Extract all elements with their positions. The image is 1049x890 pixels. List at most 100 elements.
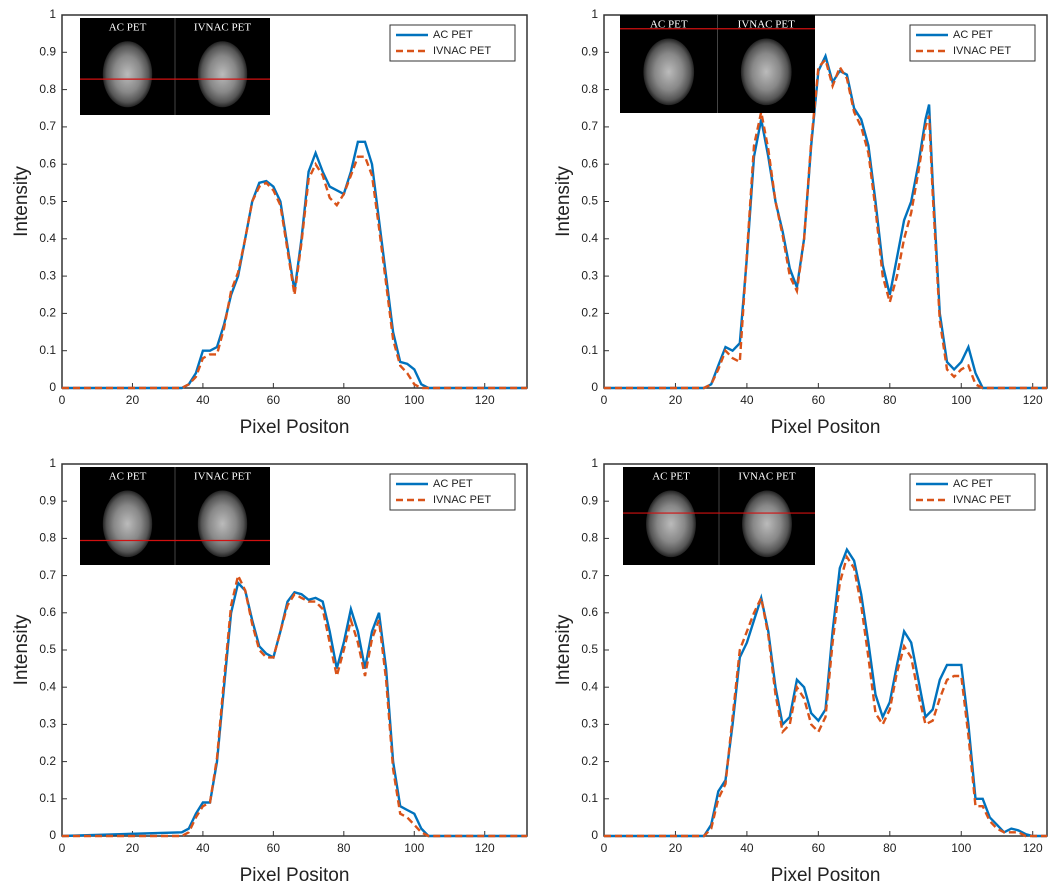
y-tick-label: 0 bbox=[591, 828, 598, 842]
x-tick-label: 100 bbox=[951, 841, 971, 855]
x-tick-label: 0 bbox=[59, 841, 66, 855]
data-line bbox=[604, 546, 1047, 838]
y-tick-label: 0.5 bbox=[39, 642, 56, 656]
x-tick-label: 0 bbox=[601, 841, 608, 855]
x-tick-label: 40 bbox=[740, 841, 754, 855]
x-tick-label: 60 bbox=[812, 841, 826, 855]
x-tick-label: 40 bbox=[740, 393, 754, 407]
x-tick-label: 60 bbox=[267, 393, 281, 407]
y-tick-label: 0.6 bbox=[581, 605, 598, 619]
y-tick-label: 0.3 bbox=[581, 717, 598, 731]
y-tick-label: 0.1 bbox=[581, 343, 598, 357]
y-tick-label: 0.5 bbox=[581, 642, 598, 656]
y-tick-label: 0.6 bbox=[39, 156, 56, 170]
x-tick-label: 80 bbox=[337, 841, 351, 855]
x-tick-label: 60 bbox=[812, 393, 826, 407]
y-axis-label: Intensity bbox=[553, 614, 574, 685]
brain-slice bbox=[102, 490, 153, 558]
y-tick-label: 1 bbox=[49, 7, 56, 21]
y-tick-label: 0.8 bbox=[39, 531, 56, 545]
x-axis-label: Pixel Positon bbox=[240, 417, 350, 438]
brain-slice bbox=[197, 490, 248, 558]
x-axis-label: Pixel Positon bbox=[771, 417, 881, 438]
subplot: 0 0.1 0.2 0.3 0.4 0.5 0.6 0.7 0.8 0.9 1 0 20 40 60 80 10… bbox=[11, 456, 528, 886]
legend-box bbox=[909, 24, 1036, 62]
brain-slice bbox=[643, 38, 695, 106]
y-tick-label: 0.1 bbox=[39, 791, 56, 805]
x-tick-label: 0 bbox=[59, 393, 66, 407]
brain-slice bbox=[742, 490, 792, 558]
y-axis-label: Intensity bbox=[11, 614, 32, 685]
x-axis-label: Pixel Positon bbox=[240, 865, 350, 886]
x-tick-label: 100 bbox=[404, 393, 424, 407]
subplot: 0 0.1 0.2 0.3 0.4 0.5 0.6 0.7 0.8 0.9 1 0 20 40 60 80 10… bbox=[553, 7, 1048, 438]
y-tick-label: 0.1 bbox=[39, 343, 56, 357]
y-tick-label: 0.2 bbox=[39, 306, 56, 320]
x-tick-label: 80 bbox=[883, 393, 897, 407]
y-tick-label: 0.4 bbox=[39, 231, 56, 245]
data-line bbox=[62, 571, 527, 838]
subplot: 0 0.1 0.2 0.3 0.4 0.5 0.6 0.7 0.8 0.9 1 0 20 40 60 80 10… bbox=[553, 456, 1048, 886]
inset-label: IVNAC PET bbox=[194, 471, 251, 483]
inset-label: AC PET bbox=[650, 19, 688, 31]
brain-slice bbox=[646, 490, 696, 558]
y-tick-label: 0 bbox=[591, 380, 598, 394]
y-tick-label: 0.8 bbox=[39, 82, 56, 96]
inset-label: AC PET bbox=[109, 22, 147, 34]
y-tick-label: 1 bbox=[49, 456, 56, 470]
y-tick-label: 0.3 bbox=[39, 717, 56, 731]
x-tick-label: 20 bbox=[126, 393, 140, 407]
inset-label: AC PET bbox=[109, 471, 147, 483]
x-tick-label: 100 bbox=[951, 393, 971, 407]
y-tick-label: 0.2 bbox=[39, 754, 56, 768]
legend-label: IVNAC PET bbox=[953, 494, 1011, 506]
brain-slice bbox=[102, 41, 153, 108]
legend-label: AC PET bbox=[953, 29, 993, 41]
y-tick-label: 0.1 bbox=[581, 791, 598, 805]
x-axis-label: Pixel Positon bbox=[771, 865, 881, 886]
data-line bbox=[62, 155, 527, 390]
y-tick-label: 0.9 bbox=[581, 44, 598, 58]
brain-slice bbox=[740, 38, 792, 106]
y-tick-label: 0.8 bbox=[581, 82, 598, 96]
y-tick-label: 0.7 bbox=[39, 119, 56, 133]
inset-label: IVNAC PET bbox=[738, 19, 795, 31]
inset-label: IVNAC PET bbox=[194, 22, 251, 34]
y-tick-label: 0.9 bbox=[39, 44, 56, 58]
y-tick-label: 0.4 bbox=[39, 679, 56, 693]
legend-label: IVNAC PET bbox=[433, 45, 491, 57]
x-tick-label: 120 bbox=[1023, 841, 1043, 855]
y-tick-label: 0.2 bbox=[581, 754, 598, 768]
y-tick-label: 0 bbox=[49, 380, 56, 394]
inset-label: IVNAC PET bbox=[738, 471, 795, 483]
y-tick-label: 0.3 bbox=[581, 268, 598, 282]
x-tick-label: 100 bbox=[404, 841, 424, 855]
legend-label: AC PET bbox=[953, 478, 993, 490]
x-tick-label: 20 bbox=[669, 393, 683, 407]
data-line bbox=[604, 554, 1047, 838]
x-tick-label: 0 bbox=[601, 393, 608, 407]
y-tick-label: 0.3 bbox=[39, 268, 56, 282]
y-tick-label: 0.4 bbox=[581, 679, 598, 693]
y-tick-label: 0.9 bbox=[39, 493, 56, 507]
data-line bbox=[604, 57, 1047, 390]
subplot: 0 0.1 0.2 0.3 0.4 0.5 0.6 0.7 0.8 0.9 1 0 20 40 60 80 10… bbox=[11, 7, 528, 438]
x-tick-label: 80 bbox=[337, 393, 351, 407]
x-tick-label: 120 bbox=[1023, 393, 1043, 407]
y-tick-label: 1 bbox=[591, 456, 598, 470]
x-tick-label: 120 bbox=[475, 393, 495, 407]
y-tick-label: 0.7 bbox=[581, 568, 598, 582]
x-tick-label: 60 bbox=[267, 841, 281, 855]
legend-label: IVNAC PET bbox=[433, 494, 491, 506]
inset-label: AC PET bbox=[652, 471, 690, 483]
x-tick-label: 120 bbox=[475, 841, 495, 855]
x-tick-label: 40 bbox=[196, 841, 210, 855]
y-tick-label: 0.6 bbox=[581, 156, 598, 170]
x-tick-label: 80 bbox=[883, 841, 897, 855]
y-tick-label: 0.4 bbox=[581, 231, 598, 245]
y-tick-label: 0.7 bbox=[39, 568, 56, 582]
y-tick-label: 0.5 bbox=[581, 194, 598, 208]
legend-box bbox=[389, 24, 516, 62]
y-tick-label: 0.8 bbox=[581, 531, 598, 545]
